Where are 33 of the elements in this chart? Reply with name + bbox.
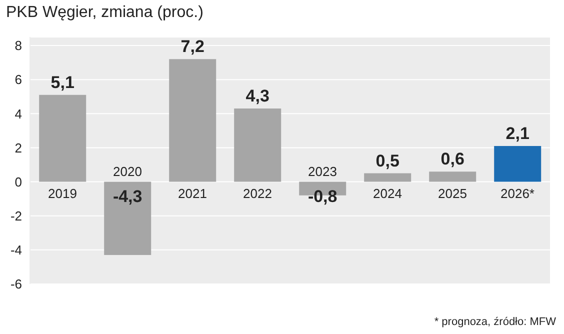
bar: [39, 94, 86, 182]
x-tick-label: 2023: [308, 164, 337, 179]
x-tick-label: 2021: [178, 186, 207, 201]
y-tick-label: -2: [10, 208, 22, 224]
y-tick-label: 4: [14, 106, 22, 122]
data-label: 5,1: [50, 72, 74, 92]
x-tick-label: 2019: [48, 186, 77, 201]
bar: [104, 182, 152, 256]
data-label: 7,2: [180, 37, 204, 56]
data-label: -4,3: [112, 186, 142, 206]
data-label: 4,3: [246, 86, 270, 106]
x-tick-label: 2025: [438, 186, 467, 201]
bar: [494, 146, 542, 182]
chart-title: PKB Węgier, zmiana (proc.): [6, 4, 204, 22]
y-tick-label: 2: [14, 140, 22, 156]
bar: [234, 108, 282, 182]
x-tick-label: 2020: [113, 164, 142, 179]
y-tick-label: -4: [10, 242, 22, 258]
data-label: 0,6: [440, 150, 464, 169]
data-label: -0,8: [308, 186, 338, 206]
y-tick-label: -6: [10, 276, 22, 292]
x-tick-label: 2022: [243, 186, 272, 201]
bar: [364, 173, 412, 182]
x-tick-label: 2026*: [500, 186, 534, 201]
text: * prognoza, źródło: MFW: [434, 316, 556, 328]
bar: [169, 59, 216, 182]
y-tick-label: 0: [14, 174, 22, 190]
x-tick-label: 2024: [373, 186, 402, 201]
y-tick-label: 6: [14, 72, 22, 88]
y-tick-label: 8: [14, 38, 22, 54]
data-label: 0,5: [376, 151, 400, 170]
bar: [429, 172, 476, 182]
data-label: 2,1: [506, 124, 530, 144]
